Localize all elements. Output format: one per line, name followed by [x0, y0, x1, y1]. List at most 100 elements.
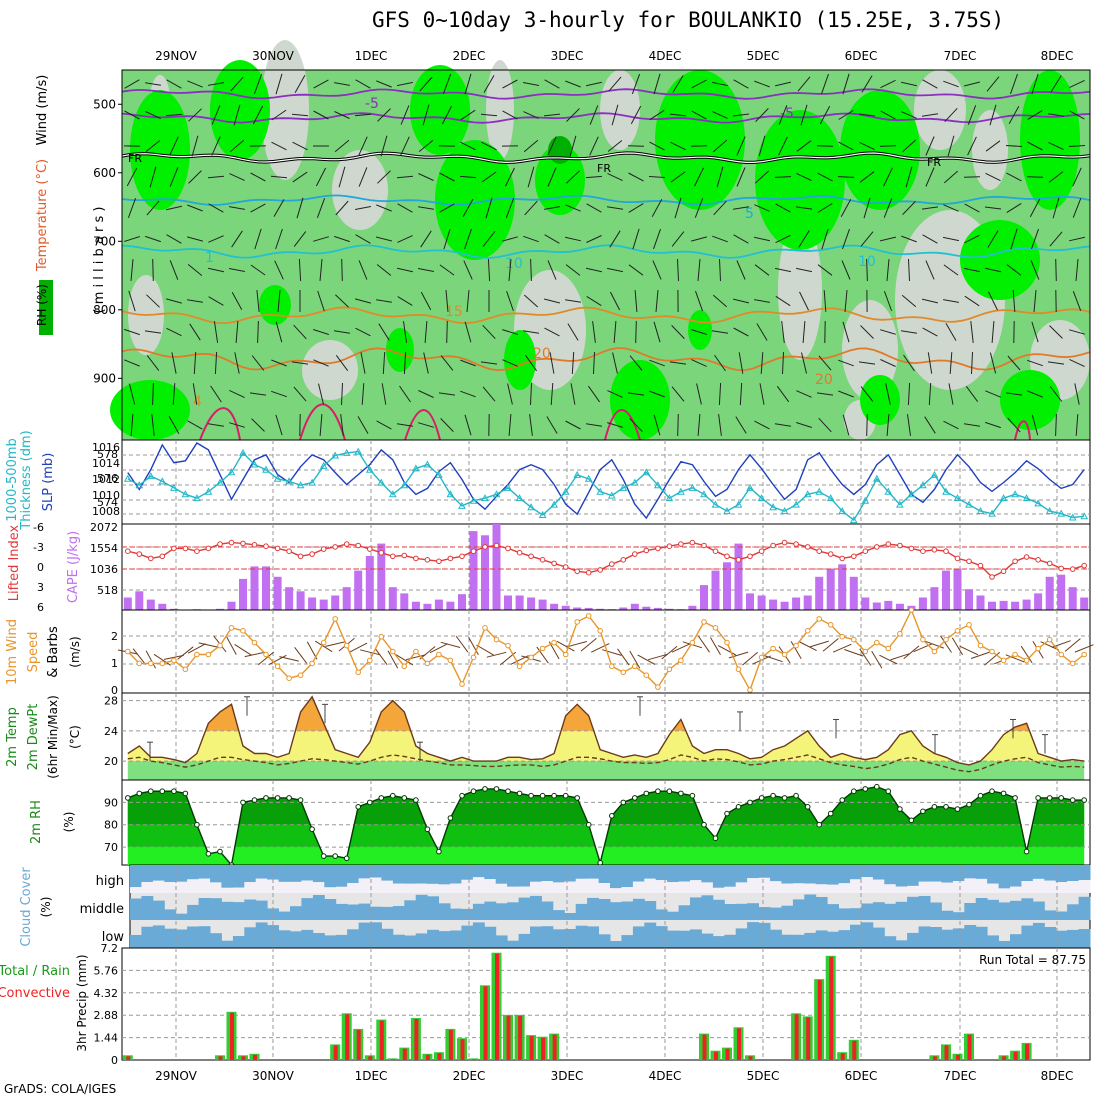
cloud-bar-high [347, 883, 359, 893]
wind-barb [859, 141, 875, 151]
wind-barb [257, 320, 259, 344]
wind-barb [755, 108, 769, 122]
wind10-point [620, 669, 627, 676]
cloud-bar-high [941, 865, 954, 883]
wind-barb [502, 79, 518, 89]
cloud-bar-middle [712, 899, 725, 920]
wind-barb [277, 290, 281, 312]
lifted-point [482, 544, 488, 550]
precip-convective-bar [333, 1045, 338, 1060]
cloud-bar-middle [198, 898, 211, 920]
y-tick-label: 5.76 [94, 964, 119, 977]
rh2m-point [1035, 795, 1041, 801]
y-tick-label: 24 [104, 725, 118, 738]
wind-barb [1049, 325, 1063, 339]
y-tick-label: 2 [111, 630, 118, 643]
thickness-point [123, 474, 132, 482]
cloud-bar-low [781, 934, 794, 948]
wind-barb [908, 258, 910, 282]
rh2m-point [171, 788, 177, 795]
wind-barb [1007, 417, 1021, 433]
cloud-bar-high [255, 865, 268, 879]
wind-barb [231, 291, 243, 311]
wind-barb [613, 321, 617, 343]
thickness-point [227, 468, 236, 476]
wind-barb [354, 298, 372, 304]
wind-barb [564, 236, 582, 242]
cloud-bar-high [644, 865, 657, 879]
wind-barb [420, 291, 432, 311]
lifted-point [194, 548, 200, 555]
contour-label: FR [927, 156, 941, 169]
cloud-bar-middle [598, 899, 611, 920]
rh2m-point [459, 792, 465, 799]
wind10-barb [132, 648, 146, 665]
cape-bar [538, 599, 547, 610]
cloud-bar-middle [255, 900, 268, 920]
cape-bar [942, 570, 950, 610]
wind-barb [166, 298, 182, 304]
cloud-bar-high [518, 865, 531, 887]
cloud-bar-middle [484, 901, 497, 920]
wind10-point [851, 636, 857, 643]
wind-barb [628, 203, 644, 213]
wind-barb [565, 299, 581, 303]
wind10-point [413, 648, 419, 655]
cloud-bar-high [1044, 865, 1057, 881]
wind-barb [208, 423, 224, 427]
rh-moist-region [1000, 370, 1060, 430]
wind-barb [460, 141, 476, 151]
wind-barb [838, 141, 854, 151]
cloud-bar-high [918, 881, 931, 893]
wind10-point [539, 645, 546, 652]
thickness-point [930, 470, 939, 478]
wind-barb [628, 172, 644, 182]
cloud-bar-low [255, 922, 268, 948]
rh2m-point [966, 801, 972, 808]
wind-barb [1075, 414, 1079, 436]
cloud-bar-high [472, 865, 485, 878]
wind10-barb [429, 643, 449, 654]
wind10-barb [717, 645, 737, 656]
cloud-bar-low [312, 933, 325, 948]
cloud-bar-high [998, 865, 1011, 889]
cloud-bar-high [690, 880, 702, 893]
wind-barb [860, 325, 874, 339]
cloud-bar-middle [735, 903, 748, 920]
cloud-bar-middle [358, 903, 371, 920]
cloud-bar-middle [861, 903, 874, 920]
wind-barb [211, 136, 221, 156]
wind10-point [424, 660, 431, 667]
rh-moist-region [386, 328, 414, 372]
wind-barb [208, 296, 224, 306]
wind10-barb [903, 645, 920, 660]
cloud-bar-high [770, 865, 782, 882]
lifted-point [493, 542, 500, 549]
wind-barb [341, 382, 343, 406]
wind-barb [948, 383, 954, 405]
wind10-point [182, 666, 189, 673]
cloud-bar-middle [187, 904, 199, 920]
cloud-bar-high [198, 878, 211, 893]
wind10-barb [822, 638, 839, 652]
wind-barb [985, 172, 1001, 182]
wind-barb [653, 414, 661, 436]
wind-barb [275, 321, 283, 343]
wind-barb [376, 80, 392, 88]
wind-barb [608, 76, 622, 92]
cloud-bar-low [221, 940, 234, 948]
wind-barb [355, 327, 371, 337]
cape-bar [169, 608, 178, 610]
cape-bar [953, 568, 962, 610]
wind-barb [905, 166, 913, 188]
date-label-bottom: 2DEC [453, 1069, 486, 1083]
y-tick-label: 1 [111, 657, 118, 670]
wind-barb [863, 197, 871, 219]
wind-barb [313, 236, 329, 242]
wind-barb [838, 359, 854, 367]
rh2m-label: 2m RH [29, 800, 44, 844]
date-label-top: 29NOV [155, 49, 197, 63]
cloud-bar-high [598, 865, 611, 883]
wind-barb [1050, 75, 1062, 93]
wind-barb [989, 352, 997, 374]
